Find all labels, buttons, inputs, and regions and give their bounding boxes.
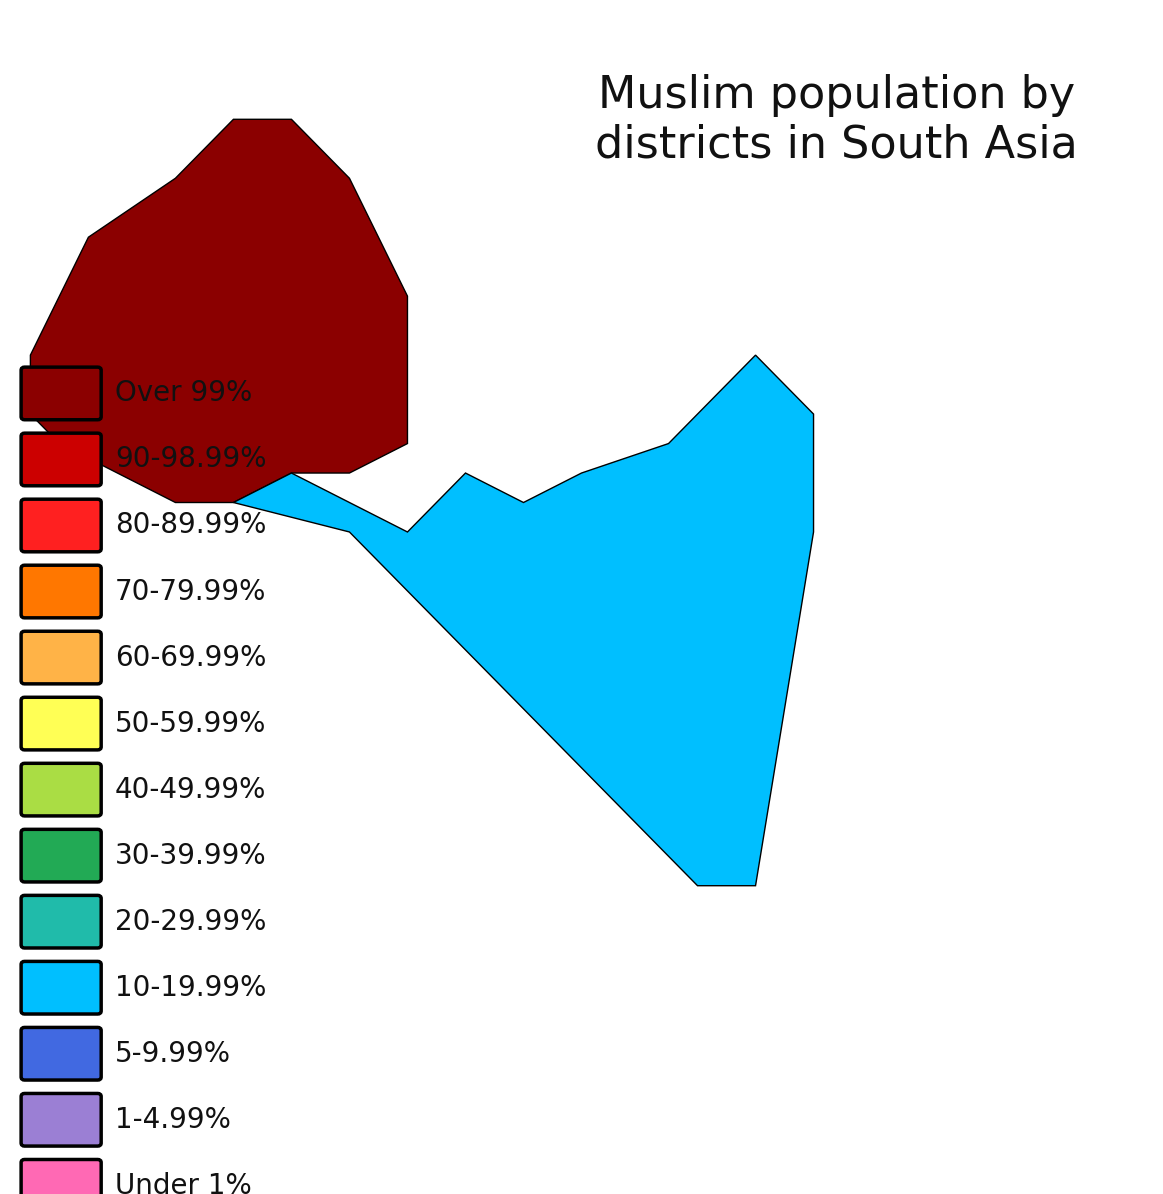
FancyBboxPatch shape — [21, 830, 101, 882]
FancyBboxPatch shape — [21, 433, 101, 486]
Text: 80-89.99%: 80-89.99% — [115, 511, 266, 540]
Text: 1-4.99%: 1-4.99% — [115, 1106, 231, 1134]
FancyBboxPatch shape — [21, 367, 101, 420]
FancyBboxPatch shape — [21, 961, 101, 1014]
Text: 10-19.99%: 10-19.99% — [115, 973, 266, 1002]
FancyBboxPatch shape — [21, 499, 101, 552]
FancyBboxPatch shape — [21, 896, 101, 948]
FancyBboxPatch shape — [21, 565, 101, 617]
Text: 5-9.99%: 5-9.99% — [115, 1040, 231, 1067]
FancyBboxPatch shape — [21, 1027, 101, 1081]
Text: 50-59.99%: 50-59.99% — [115, 709, 266, 738]
Text: 70-79.99%: 70-79.99% — [115, 578, 266, 605]
FancyBboxPatch shape — [21, 1094, 101, 1146]
Text: 20-29.99%: 20-29.99% — [115, 907, 266, 936]
Text: Muslim population by
districts in South Asia: Muslim population by districts in South … — [595, 74, 1078, 166]
Polygon shape — [30, 119, 407, 503]
Text: 60-69.99%: 60-69.99% — [115, 644, 266, 671]
Text: 30-39.99%: 30-39.99% — [115, 842, 266, 869]
FancyBboxPatch shape — [21, 632, 101, 684]
Text: 90-98.99%: 90-98.99% — [115, 445, 266, 474]
Polygon shape — [234, 355, 814, 886]
FancyBboxPatch shape — [21, 763, 101, 816]
FancyBboxPatch shape — [21, 697, 101, 750]
Text: 40-49.99%: 40-49.99% — [115, 776, 266, 804]
FancyBboxPatch shape — [21, 1159, 101, 1194]
Text: Over 99%: Over 99% — [115, 380, 252, 407]
Text: Under 1%: Under 1% — [115, 1171, 252, 1194]
